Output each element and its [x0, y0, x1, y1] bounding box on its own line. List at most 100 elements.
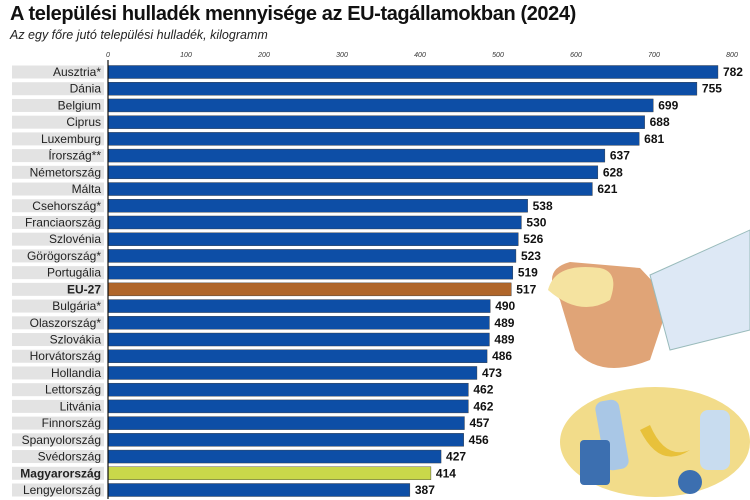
bar: [107, 382, 469, 397]
cup-icon: [678, 470, 702, 494]
value-label: 699: [658, 98, 678, 112]
value-label: 523: [521, 249, 541, 263]
category-label: Szlovénia: [49, 232, 101, 246]
bar: [107, 115, 645, 129]
label-background: [12, 399, 104, 413]
category-label: Írország**: [48, 148, 101, 163]
tick-label: 700: [648, 52, 660, 59]
label-background: [12, 249, 104, 263]
label-background: [12, 349, 104, 363]
tick-label: 100: [180, 52, 192, 59]
label-background: [12, 82, 104, 96]
category-label: Franciaország: [25, 215, 101, 229]
category-label: Magyarország: [20, 466, 101, 480]
tick-label: 600: [570, 52, 582, 59]
value-label: 462: [473, 383, 493, 397]
value-label: 637: [610, 149, 630, 163]
value-label: 688: [650, 115, 670, 129]
label-background: [12, 132, 104, 146]
bar: [107, 366, 478, 380]
label-background: [12, 450, 104, 464]
category-label: Dánia: [70, 82, 102, 96]
category-label: Olaszország*: [30, 316, 102, 330]
can-icon: [580, 440, 610, 485]
category-label: Ciprus: [66, 115, 101, 129]
category-label: Görögország*: [27, 249, 101, 263]
bar: [107, 349, 488, 363]
label-background: [12, 366, 104, 380]
value-label: 681: [644, 132, 664, 146]
waste-illustration: [548, 229, 750, 497]
bar: [107, 282, 512, 297]
bar: [107, 265, 514, 280]
category-label: EU-27: [67, 282, 101, 296]
label-background: [12, 199, 104, 213]
bar: [107, 416, 465, 430]
category-label: Lettország: [45, 383, 101, 397]
bar: [107, 199, 528, 213]
category-label: Málta: [72, 182, 102, 196]
bar: [107, 132, 640, 146]
bar: [107, 466, 432, 480]
value-label: 387: [415, 483, 435, 497]
category-label: Portugália: [47, 266, 101, 280]
value-label: 526: [523, 232, 543, 246]
value-label: 538: [533, 199, 553, 213]
label-background: [12, 282, 104, 296]
tick-label: 800: [726, 52, 738, 59]
tick-label: 200: [257, 52, 270, 59]
bar: [107, 215, 522, 230]
category-label: Lengyelország: [23, 483, 101, 497]
category-label: Hollandia: [51, 366, 101, 380]
bar: [107, 65, 719, 79]
chart-subtitle: Az egy főre jutó települési hulladék, ki…: [10, 28, 268, 42]
value-label: 489: [494, 316, 514, 330]
value-label: 462: [473, 399, 493, 413]
label-background: [12, 98, 104, 112]
bar: [107, 148, 606, 163]
value-label: 456: [469, 433, 489, 447]
value-label: 414: [436, 466, 456, 480]
label-background: [12, 416, 104, 430]
value-label: 473: [482, 366, 502, 380]
category-label: Ausztria*: [53, 65, 101, 79]
bar: [107, 316, 490, 330]
bar: [107, 449, 442, 464]
value-label: 486: [492, 349, 512, 363]
bar: [107, 332, 490, 347]
label-background: [12, 333, 104, 347]
category-label: Németország: [30, 165, 101, 179]
category-label: Belgium: [58, 98, 101, 112]
label-background: [12, 115, 104, 129]
value-label: 621: [597, 182, 617, 196]
sleeve: [649, 229, 750, 351]
bar: [107, 98, 654, 113]
bar: [107, 82, 698, 96]
label-background: [12, 466, 104, 480]
tick-label: 500: [492, 52, 504, 59]
label-background: [12, 433, 104, 447]
value-label: 782: [723, 65, 743, 79]
category-label: Litvánia: [60, 399, 102, 413]
value-label: 490: [495, 299, 515, 313]
label-background: [12, 182, 104, 196]
value-label: 457: [469, 416, 489, 430]
category-label: Horvátország: [30, 349, 101, 363]
category-label: Spanyolország: [22, 433, 101, 447]
label-background: [12, 65, 104, 79]
value-label: 628: [603, 165, 623, 179]
bar: [107, 165, 599, 180]
jug-icon: [700, 410, 730, 470]
bar: [107, 182, 593, 196]
bag-knot: [548, 266, 614, 308]
bar: [107, 299, 491, 313]
value-label: 755: [702, 82, 722, 96]
label-background: [12, 149, 104, 163]
label-background: [12, 383, 104, 397]
label-background: [12, 165, 104, 179]
tick-label: 400: [414, 52, 426, 59]
bar: [107, 399, 469, 414]
banana-icon: [640, 425, 690, 457]
value-label: 517: [516, 282, 536, 296]
